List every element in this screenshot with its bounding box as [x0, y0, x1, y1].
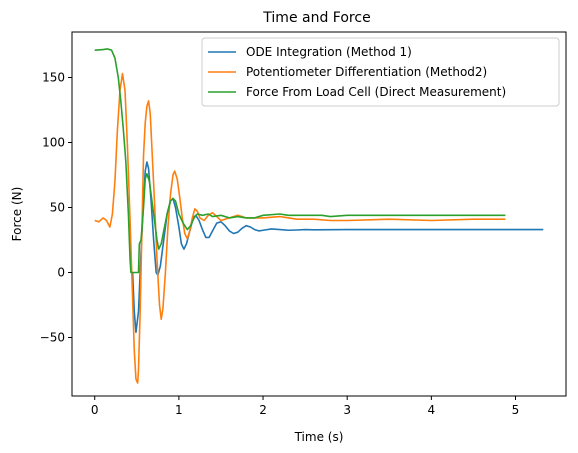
legend: ODE Integration (Method 1) Potentiometer … — [201, 37, 560, 107]
x-tick-label: 2 — [259, 403, 267, 417]
legend-entry: ODE Integration (Method 1) — [246, 45, 412, 59]
x-tick-label: 1 — [175, 403, 183, 417]
legend-box — [201, 37, 560, 107]
y-tick-label: 150 — [42, 71, 65, 85]
x-tick-label: 5 — [512, 403, 520, 417]
x-tick-label: 3 — [343, 403, 351, 417]
legend-entry: Potentiometer Differentiation (Method2) — [246, 65, 487, 79]
y-axis-label: Force (N) — [10, 187, 24, 242]
axes-frame — [71, 31, 567, 397]
y-tick-label: 0 — [57, 266, 65, 280]
x-tick-label: 4 — [428, 403, 436, 417]
series-line-3 — [94, 48, 506, 274]
y-axis: −50 0 50 100 150 — [40, 71, 72, 345]
y-tick-label: 100 — [42, 136, 65, 150]
chart-title: Time and Force — [262, 10, 370, 26]
x-tick-label: 0 — [91, 403, 99, 417]
y-tick-label: −50 — [40, 331, 65, 345]
x-axis: 0 1 2 3 4 5 — [91, 396, 519, 417]
plot-area — [94, 48, 544, 384]
legend-entry: Force From Load Cell (Direct Measurement… — [246, 85, 506, 99]
y-tick-label: 50 — [50, 201, 65, 215]
x-axis-label: Time (s) — [294, 430, 344, 444]
